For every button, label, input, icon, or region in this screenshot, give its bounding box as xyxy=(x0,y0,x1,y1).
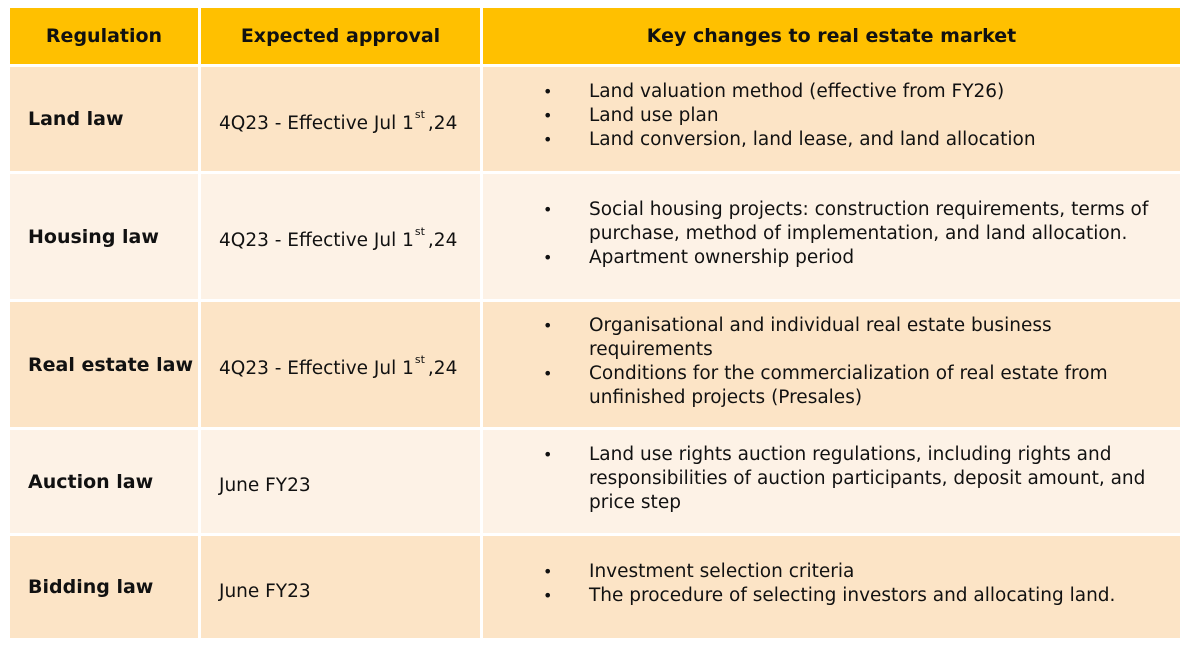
table-row: Land law 4Q23 - Effective Jul 1st ,24 • Land… xyxy=(10,67,1180,171)
table-row: Real estate law 4Q23 - Effective Jul 1st,… xyxy=(10,302,1180,427)
approval-cell: 4Q23 - Effective Jul 1st ,24 xyxy=(201,67,480,171)
approval-superscript: st xyxy=(414,225,425,239)
key-changes-list: • Organisational and individual real esta… xyxy=(543,314,1170,410)
bullet-icon: • xyxy=(543,106,553,125)
approval-superscript: st xyxy=(414,353,425,367)
approval-text: June FY23 xyxy=(219,581,311,602)
list-item: • Apartment ownership period xyxy=(543,246,1170,270)
regulation-cell: Real estate law xyxy=(10,302,198,427)
bullet-icon: • xyxy=(543,82,553,101)
approval-year: ,24 xyxy=(427,113,458,135)
list-item-text: Land valuation method (effective from FY… xyxy=(589,81,1005,102)
bullet-icon: • xyxy=(543,363,553,383)
approval-text: 4Q23 - Effective Jul 1st ,24 xyxy=(219,225,458,252)
bullet-icon: • xyxy=(543,562,553,581)
approval-cell: 4Q23 - Effective Jul 1st ,24 xyxy=(201,302,480,427)
list-item-text: Conditions for the commercialization of … xyxy=(589,362,1108,408)
table-row: Housing law 4Q23 - Effective Jul 1st ,24 • S… xyxy=(10,174,1180,299)
approval-main: 4Q23 - Effective Jul 1 xyxy=(219,358,414,380)
approval-main: 4Q23 - Effective Jul 1 xyxy=(219,230,414,252)
list-item-text: Land use rights auction regulations, inc… xyxy=(589,443,1146,513)
list-item: • Organisational and individual real esta… xyxy=(543,314,1170,362)
list-item-text: Land conversion, land lease, and land al… xyxy=(589,129,1036,150)
list-item: • Investment selection criteria xyxy=(543,560,1115,584)
key-changes-cell: • Land use rights auction regulations, in… xyxy=(483,430,1180,533)
approval-text: 4Q23 - Effective Jul 1st ,24 xyxy=(219,108,458,135)
list-item-text: Land use plan xyxy=(589,105,719,126)
table-header-row: Regulation Expected approval Key changes… xyxy=(10,8,1180,64)
approval-text: June FY23 xyxy=(219,475,311,496)
approval-superscript: st xyxy=(414,107,425,121)
list-item-text: Apartment ownership period xyxy=(589,246,855,268)
header-key-changes: Key changes to real estate market xyxy=(483,8,1180,64)
approval-cell: June FY23 xyxy=(201,536,480,638)
list-item-text: The procedure of selecting investors and… xyxy=(589,585,1116,606)
regulation-table: Regulation Expected approval Key changes… xyxy=(10,8,1180,641)
approval-cell: June FY23 xyxy=(201,430,480,533)
header-regulation: Regulation xyxy=(10,8,198,64)
bullet-icon: • xyxy=(543,315,553,335)
key-changes-cell: • Organisational and individual real esta… xyxy=(483,302,1180,427)
regulation-cell: Land law xyxy=(10,67,198,171)
list-item-text: Social housing projects: construction re… xyxy=(589,198,1149,244)
key-changes-cell: • Investment selection criteria • The proce… xyxy=(483,536,1180,638)
list-item: • The procedure of selecting investors an… xyxy=(543,584,1115,608)
approval-year: ,24 xyxy=(427,230,458,252)
approval-year: ,24 xyxy=(427,358,458,380)
list-item: • Social housing projects: construction r… xyxy=(543,198,1170,246)
bullet-icon: • xyxy=(543,247,553,267)
bullet-icon: • xyxy=(543,130,553,149)
table-row: Auction law June FY23 • Land use rights auc… xyxy=(10,430,1180,533)
approval-main: June FY23 xyxy=(219,475,311,496)
list-item-text: Organisational and individual real estat… xyxy=(589,314,1052,360)
list-item: • Land conversion, land lease, and land a… xyxy=(543,128,1036,152)
key-changes-list: • Land use rights auction regulations, in… xyxy=(543,443,1170,515)
key-changes-list: • Investment selection criteria • The proce… xyxy=(543,560,1115,608)
approval-text: 4Q23 - Effective Jul 1st ,24 xyxy=(219,353,458,380)
bullet-icon: • xyxy=(543,586,553,605)
regulation-cell: Bidding law xyxy=(10,536,198,638)
approval-cell: 4Q23 - Effective Jul 1st ,24 xyxy=(201,174,480,299)
approval-main: June FY23 xyxy=(219,580,311,602)
regulation-cell: Housing law xyxy=(10,174,198,299)
regulation-cell: Auction law xyxy=(10,430,198,533)
list-item-text: Investment selection criteria xyxy=(589,561,855,582)
list-item: • Land valuation method (effective from F… xyxy=(543,80,1036,104)
key-changes-list: • Social housing projects: construction r… xyxy=(543,198,1170,270)
key-changes-list: • Land valuation method (effective from F… xyxy=(543,80,1036,152)
key-changes-cell: • Land valuation method (effective from F… xyxy=(483,67,1180,171)
bullet-icon: • xyxy=(543,199,553,219)
approval-main: 4Q23 - Effective Jul 1 xyxy=(219,113,414,135)
table-row: Bidding law June FY23 • Investment selectio… xyxy=(10,536,1180,638)
list-item: • Conditions for the commercialization of… xyxy=(543,362,1170,410)
header-expected-approval: Expected approval xyxy=(201,8,480,64)
list-item: • Land use plan xyxy=(543,104,1036,128)
list-item: • Land use rights auction regulations, in… xyxy=(543,443,1170,515)
bullet-icon: • xyxy=(543,444,553,464)
key-changes-cell: • Social housing projects: construction r… xyxy=(483,174,1180,299)
